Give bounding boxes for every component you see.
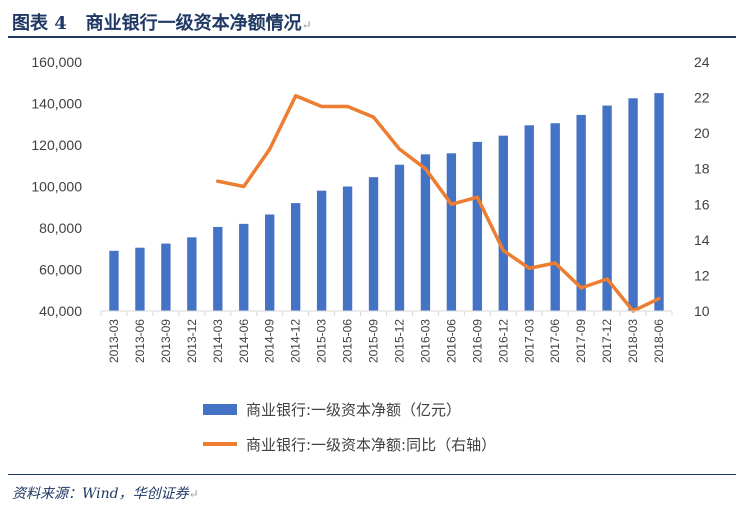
x-tick-label: 2017-03	[522, 319, 536, 363]
bar-2016-03	[420, 154, 431, 311]
y-right-tick-label: 12	[694, 267, 710, 283]
x-tick-label: 2018-06	[652, 319, 666, 363]
y-left-tick-label: 120,000	[31, 137, 82, 153]
line-series	[216, 94, 661, 313]
legend: 商业银行:一级资本净额（亿元） 商业银行:一级资本净额:同比（右轴）	[203, 401, 496, 454]
bar-2015-12	[394, 164, 405, 311]
y-left-tick-label: 100,000	[31, 179, 82, 195]
x-tick-label: 2014-06	[237, 319, 251, 363]
legend-label-line: 商业银行:一级资本净额:同比（右轴）	[246, 436, 496, 454]
paragraph-mark-icon: ↵	[301, 18, 312, 32]
axes: 2013-03 2013-06 2013-09 2013-12 2014-03 2014-…	[31, 54, 709, 363]
y-right-tick-label: 20	[694, 125, 710, 141]
x-tick-label: 2014-09	[263, 319, 277, 363]
x-tick-label: 2013-09	[159, 319, 173, 363]
x-tick-label: 2017-06	[548, 319, 562, 363]
chart-canvas: 2013-03 2013-06 2013-09 2013-12 2014-03 2014-…	[31, 54, 709, 454]
y-left-tick-label: 60,000	[39, 262, 82, 278]
x-tick-label: 2016-09	[470, 319, 484, 363]
bar-2013-06	[135, 247, 145, 311]
x-tick-label: 2015-09	[367, 319, 381, 363]
figure-title: 商业银行一级资本净额情况	[85, 13, 302, 34]
paragraph-mark-icon: ↵	[188, 487, 199, 501]
y-right-tick-label: 22	[694, 90, 710, 106]
x-tick-label: 2013-03	[107, 319, 121, 363]
y-left-tick-label: 80,000	[39, 220, 82, 236]
x-tick-label: 2015-06	[341, 319, 355, 363]
line-yoy	[216, 94, 661, 313]
bar-2016-09	[472, 141, 483, 311]
x-tick-label: 2016-12	[496, 319, 510, 363]
y-left-tick-label: 140,000	[31, 96, 82, 112]
x-tick-label: 2017-12	[600, 319, 614, 363]
source-note: 资料来源：Wind，华创证券↵	[12, 483, 199, 503]
x-tick-label: 2016-03	[418, 319, 432, 363]
legend-swatch-bar	[203, 404, 237, 415]
x-tick-label: 2016-06	[444, 319, 458, 363]
y-right-tick-label: 18	[694, 161, 710, 177]
x-tick-label: 2013-12	[185, 319, 199, 363]
bar-2014-09	[265, 214, 275, 311]
bar-2015-03	[316, 190, 327, 311]
bar-2016-12	[498, 135, 508, 311]
bar-series	[109, 93, 664, 312]
bar-2017-12	[602, 105, 612, 311]
title-bar: 图表 4 商业银行一级资本净额情况↵	[8, 6, 736, 38]
bar-2017-09	[576, 114, 586, 311]
bar-2017-06	[550, 123, 560, 312]
x-tick-label: 2014-12	[289, 319, 303, 363]
source-text: 资料来源：Wind，华创证券	[12, 486, 189, 502]
bar-2014-03	[213, 226, 223, 311]
y-left-tick-label: 160,000	[31, 54, 82, 70]
y-right-tick-label: 16	[694, 196, 710, 212]
bar-2013-09	[161, 243, 171, 311]
y-right-tick-label: 10	[694, 303, 710, 319]
bar-2017-03	[524, 125, 534, 311]
x-tick-label: 2014-03	[211, 319, 225, 363]
y-right-tick-label: 24	[694, 54, 710, 70]
bar-2015-09	[368, 177, 379, 311]
bar-2014-12	[290, 203, 301, 311]
bar-2018-06	[654, 93, 664, 311]
y-left-tick-label: 40,000	[39, 303, 82, 319]
bar-2015-06	[342, 186, 353, 311]
y-right-tick-label: 14	[694, 232, 710, 248]
legend-label-bar: 商业银行:一级资本净额（亿元）	[246, 401, 461, 419]
bar-2013-12	[187, 237, 197, 311]
figure-label: 图表 4	[12, 13, 67, 34]
bar-2014-06	[239, 223, 249, 311]
x-tick-label: 2017-09	[574, 319, 588, 363]
x-tick-label: 2018-03	[626, 319, 640, 363]
chart-title: 图表 4 商业银行一级资本净额情况↵	[12, 9, 312, 35]
bar-2016-06	[446, 153, 457, 311]
x-tick-label: 2013-06	[133, 319, 147, 363]
source-divider	[8, 474, 736, 475]
bar-2013-03	[109, 250, 119, 311]
x-tick-label: 2015-12	[392, 319, 406, 363]
x-tick-label: 2015-03	[315, 319, 329, 363]
bar-2018-03	[628, 98, 638, 311]
